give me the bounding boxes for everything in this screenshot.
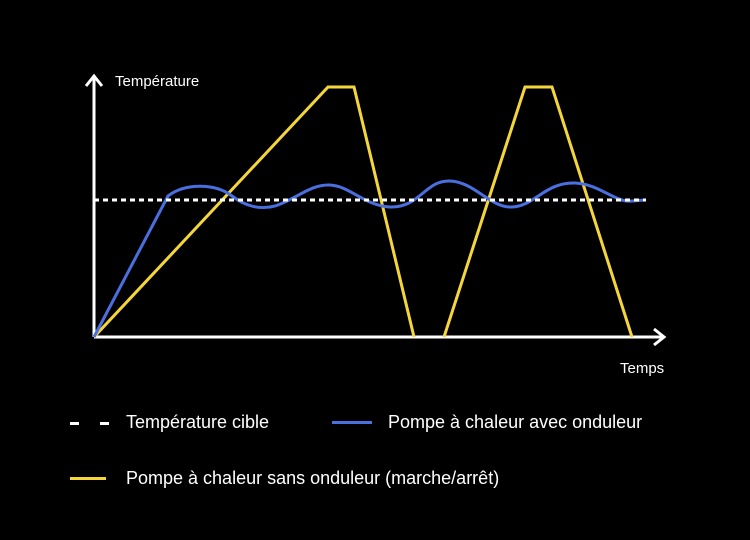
legend-swatch-yellow (70, 470, 106, 488)
y-axis-label: Température (115, 73, 200, 90)
inverter-curve (92, 179, 646, 338)
legend-item-inverter: Pompe à chaleur avec onduleur (332, 412, 642, 433)
legend-swatch-blue (332, 414, 372, 432)
onoff-curve-second-cycle (442, 85, 634, 338)
onoff-curve (92, 85, 416, 339)
x-axis-label: Temps (620, 360, 665, 377)
legend-label-onoff: Pompe à chaleur sans onduleur (marche/ar… (126, 468, 500, 488)
x-axis-arrow (653, 327, 667, 347)
y-axis-arrow (84, 73, 104, 87)
legend-label-inverter: Pompe à chaleur avec onduleur (388, 412, 643, 432)
legend-label-target: Température cible (126, 412, 270, 432)
legend-item-onoff: Pompe à chaleur sans onduleur (marche/ar… (70, 468, 499, 489)
legend-swatch-dashed (70, 414, 114, 432)
legend-item-target: Température cible (70, 412, 269, 433)
